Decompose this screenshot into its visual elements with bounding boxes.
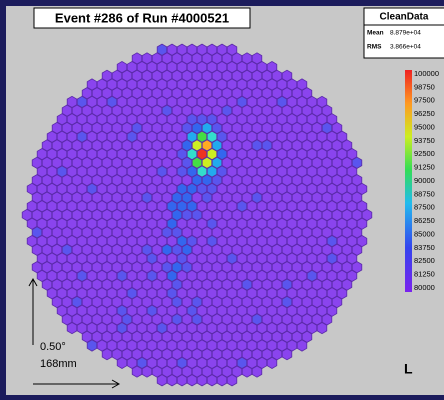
camera-pixel <box>87 340 97 351</box>
stats-key: Mean <box>367 30 384 37</box>
stats-key: RMS <box>367 44 382 51</box>
camera-pixel <box>252 366 262 377</box>
page: Event #286 of Run #4000521 CleanData Mea… <box>0 0 444 395</box>
camera-pixel <box>297 340 307 351</box>
colorbar-label: 92500 <box>414 149 435 158</box>
colorbar-label: 100000 <box>414 69 439 78</box>
corner-label: L <box>404 361 413 377</box>
camera-pixel <box>242 366 252 377</box>
colorbar <box>405 70 412 292</box>
stats-title: CleanData <box>380 12 429 23</box>
camera-pixel <box>102 349 112 360</box>
colorbar-label: 90000 <box>414 176 435 185</box>
colorbar-label: 91250 <box>414 163 435 172</box>
camera-pixel <box>67 323 77 334</box>
camera-pixel <box>267 357 277 368</box>
camera-pixel <box>117 357 127 368</box>
colorbar-label: 97500 <box>414 96 435 105</box>
camera-pixel <box>132 366 142 377</box>
colorbar-label: 88750 <box>414 189 435 198</box>
colorbar-label: 87500 <box>414 203 435 212</box>
camera-pixel <box>157 375 167 386</box>
camera-pixel <box>197 375 207 386</box>
camera-pixel <box>187 375 197 386</box>
colorbar-label: 93750 <box>414 136 435 145</box>
stats-value: 3.866e+04 <box>390 44 421 51</box>
camera-pixel <box>177 375 187 386</box>
camera-pixel <box>227 375 237 386</box>
camera-pixel <box>317 323 327 334</box>
camera-pixel <box>282 349 292 360</box>
colorbar-label: 80000 <box>414 283 435 292</box>
stats-value: 8.879e+04 <box>390 30 421 37</box>
camera-pixel <box>167 375 177 386</box>
colorbar-label: 83750 <box>414 243 435 252</box>
camera-pixel <box>217 375 227 386</box>
camera-pixel <box>142 366 152 377</box>
title: Event #286 of Run #4000521 <box>55 10 229 25</box>
scale-length: 168mm <box>40 358 77 370</box>
colorbar-label: 85000 <box>414 229 435 238</box>
colorbar-label: 81250 <box>414 270 435 279</box>
camera-pixel <box>207 375 217 386</box>
colorbar-label: 86250 <box>414 216 435 225</box>
colorbar-label: 95000 <box>414 122 435 131</box>
scale-angle: 0.50° <box>40 341 66 353</box>
colorbar-label: 96250 <box>414 109 435 118</box>
colorbar-label: 82500 <box>414 256 435 265</box>
colorbar-label: 98750 <box>414 82 435 91</box>
camera-display: Event #286 of Run #4000521 CleanData Mea… <box>0 0 444 395</box>
